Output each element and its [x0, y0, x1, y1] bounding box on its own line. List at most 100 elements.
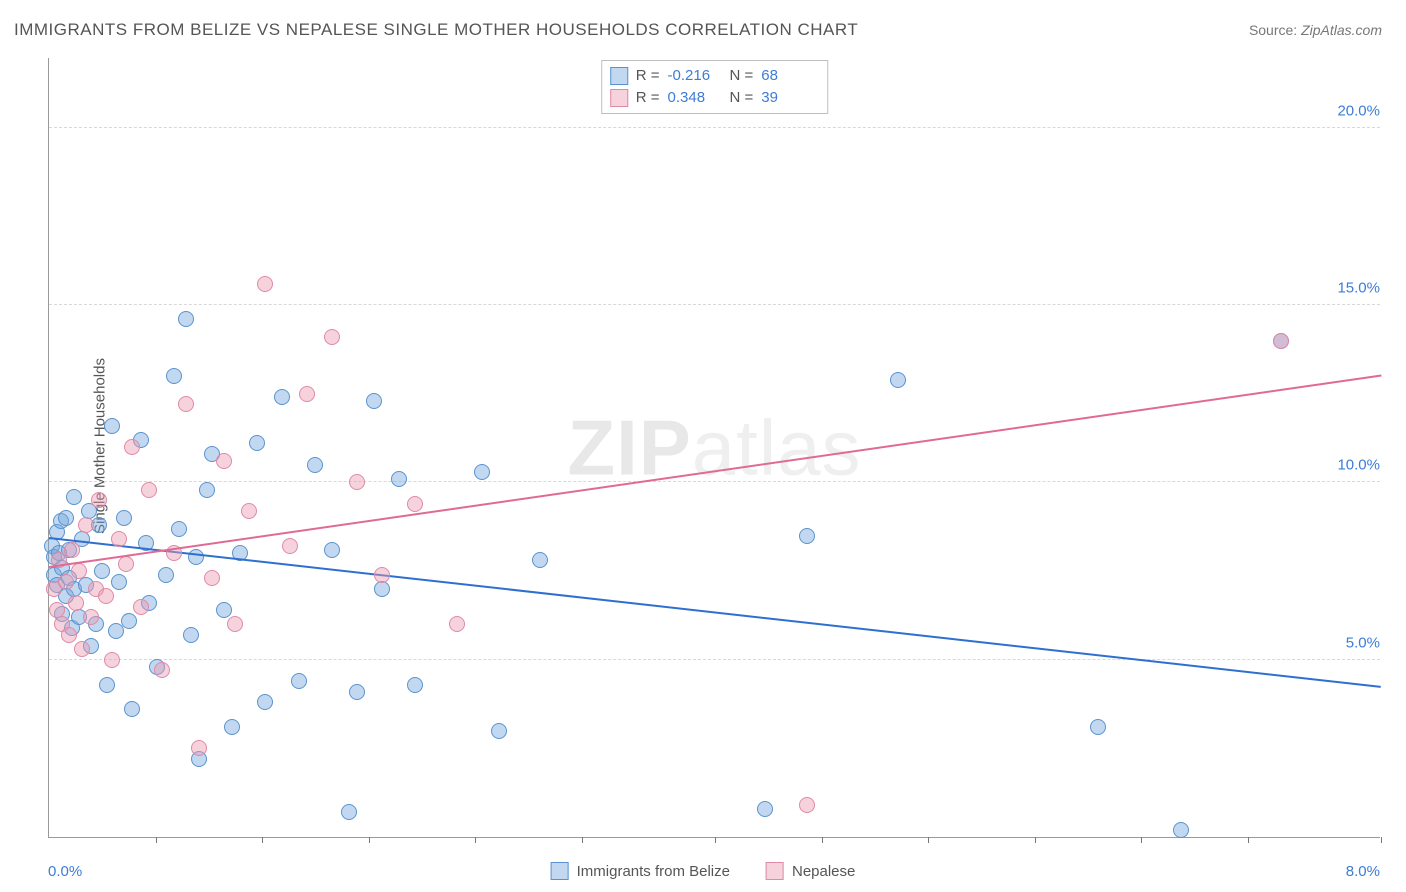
legend-n-label: N =: [730, 65, 754, 87]
series-label-belize: Immigrants from Belize: [577, 863, 730, 880]
legend-swatch-belize: [610, 67, 628, 85]
data-point-belize: [166, 368, 182, 384]
data-point-belize: [366, 393, 382, 409]
data-point-belize: [249, 435, 265, 451]
series-legend-item-nepalese: Nepalese: [766, 862, 855, 880]
data-point-nepalese: [799, 797, 815, 813]
y-tick-label: 15.0%: [1335, 280, 1382, 297]
data-point-nepalese: [407, 496, 423, 512]
data-point-nepalese: [124, 439, 140, 455]
data-point-nepalese: [61, 627, 77, 643]
data-point-nepalese: [241, 503, 257, 519]
data-point-nepalese: [374, 567, 390, 583]
data-point-nepalese: [74, 641, 90, 657]
data-point-nepalese: [324, 329, 340, 345]
gridline: [49, 127, 1380, 128]
data-point-nepalese: [71, 563, 87, 579]
watermark: ZIPatlas: [567, 402, 861, 493]
data-point-nepalese: [449, 616, 465, 632]
data-point-belize: [171, 521, 187, 537]
data-point-belize: [391, 471, 407, 487]
series-swatch-nepalese: [766, 862, 784, 880]
data-point-nepalese: [68, 595, 84, 611]
data-point-belize: [216, 602, 232, 618]
series-swatch-belize: [551, 862, 569, 880]
data-point-nepalese: [78, 517, 94, 533]
data-point-belize: [124, 701, 140, 717]
x-tick: [715, 837, 716, 843]
data-point-belize: [407, 677, 423, 693]
x-axis-min-label: 0.0%: [48, 863, 82, 880]
data-point-nepalese: [111, 531, 127, 547]
data-point-belize: [890, 372, 906, 388]
data-point-belize: [291, 673, 307, 689]
data-point-nepalese: [91, 492, 107, 508]
x-tick: [475, 837, 476, 843]
series-label-nepalese: Nepalese: [792, 863, 855, 880]
data-point-belize: [324, 542, 340, 558]
data-point-belize: [104, 418, 120, 434]
data-point-belize: [491, 723, 507, 739]
data-point-belize: [111, 574, 127, 590]
x-tick: [582, 837, 583, 843]
data-point-belize: [349, 684, 365, 700]
x-tick: [262, 837, 263, 843]
x-tick: [1141, 837, 1142, 843]
data-point-nepalese: [118, 556, 134, 572]
data-point-belize: [183, 627, 199, 643]
data-point-belize: [257, 694, 273, 710]
correlation-legend: R =-0.216N =68R =0.348N =39: [601, 60, 829, 114]
data-point-nepalese: [64, 542, 80, 558]
data-point-belize: [66, 489, 82, 505]
data-point-belize: [1173, 822, 1189, 838]
gridline: [49, 304, 1380, 305]
legend-r-value-nepalese: 0.348: [668, 87, 722, 109]
legend-swatch-nepalese: [610, 89, 628, 107]
gridline: [49, 659, 1380, 660]
data-point-belize: [116, 510, 132, 526]
x-tick: [369, 837, 370, 843]
data-point-belize: [1090, 719, 1106, 735]
y-tick-label: 5.0%: [1344, 634, 1382, 651]
data-point-belize: [224, 719, 240, 735]
x-tick: [822, 837, 823, 843]
data-point-nepalese: [178, 396, 194, 412]
data-point-belize: [307, 457, 323, 473]
data-point-nepalese: [349, 474, 365, 490]
data-point-belize: [158, 567, 174, 583]
data-point-belize: [58, 510, 74, 526]
plot-area: ZIPatlas R =-0.216N =68R =0.348N =39 5.0…: [48, 58, 1380, 838]
data-point-nepalese: [154, 662, 170, 678]
data-point-nepalese: [1273, 333, 1289, 349]
data-point-nepalese: [104, 652, 120, 668]
data-point-belize: [274, 389, 290, 405]
legend-row-nepalese: R =0.348N =39: [610, 87, 816, 109]
legend-n-value-belize: 68: [761, 65, 815, 87]
data-point-nepalese: [191, 740, 207, 756]
data-point-belize: [532, 552, 548, 568]
data-point-nepalese: [141, 482, 157, 498]
data-point-belize: [799, 528, 815, 544]
data-point-belize: [99, 677, 115, 693]
source-value: ZipAtlas.com: [1301, 22, 1382, 38]
legend-row-belize: R =-0.216N =68: [610, 65, 816, 87]
data-point-belize: [108, 623, 124, 639]
x-tick: [156, 837, 157, 843]
x-tick: [928, 837, 929, 843]
y-tick-label: 20.0%: [1335, 102, 1382, 119]
data-point-nepalese: [133, 599, 149, 615]
data-point-belize: [121, 613, 137, 629]
data-point-belize: [374, 581, 390, 597]
x-tick: [1248, 837, 1249, 843]
data-point-nepalese: [204, 570, 220, 586]
gridline: [49, 481, 1380, 482]
data-point-nepalese: [216, 453, 232, 469]
source-label: Source:: [1249, 22, 1297, 38]
data-point-nepalese: [257, 276, 273, 292]
data-point-nepalese: [282, 538, 298, 554]
data-point-belize: [188, 549, 204, 565]
trend-line-belize: [49, 537, 1381, 688]
series-legend-item-belize: Immigrants from Belize: [551, 862, 730, 880]
source-attribution: Source: ZipAtlas.com: [1249, 22, 1382, 38]
data-point-nepalese: [299, 386, 315, 402]
